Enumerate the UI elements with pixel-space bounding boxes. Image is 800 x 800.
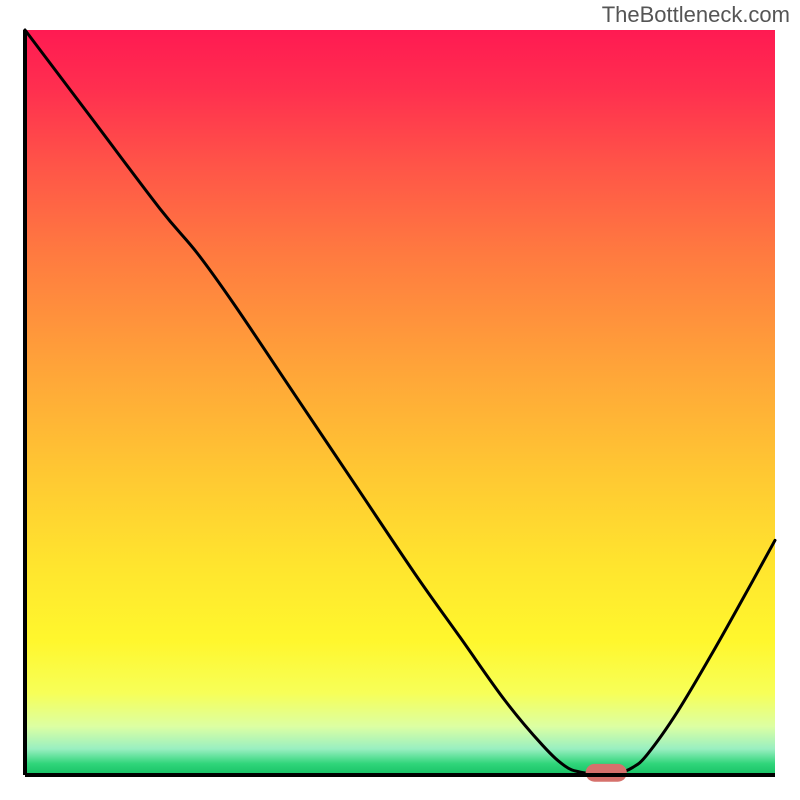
chart-container: TheBottleneck.com bbox=[0, 0, 800, 800]
plot-background bbox=[25, 30, 775, 775]
bottleneck-chart bbox=[0, 0, 800, 800]
optimal-marker bbox=[586, 764, 627, 782]
